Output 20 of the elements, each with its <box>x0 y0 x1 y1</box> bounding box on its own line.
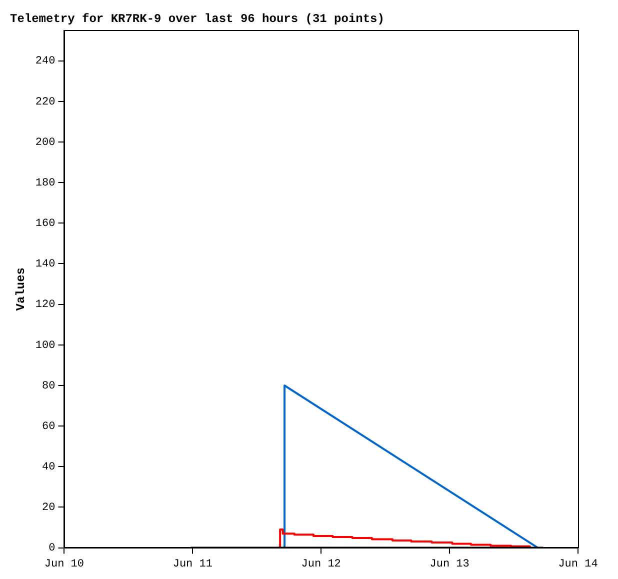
y-tick-label: 120 <box>35 299 56 312</box>
y-tick-label: 0 <box>48 542 56 555</box>
x-tick-label: Jun 11 <box>172 558 213 570</box>
y-tick-label: 140 <box>35 258 56 271</box>
x-tick-label: Jun 12 <box>301 558 341 570</box>
y-tick-label: 80 <box>42 380 56 392</box>
chart-title: Telemetry for KR7RK-9 over last 96 hours (31 points) <box>10 12 384 26</box>
y-tick-label: 100 <box>35 340 56 352</box>
y-tick-label: 60 <box>42 420 56 433</box>
y-tick-label: 220 <box>35 96 56 108</box>
y-tick-label: 240 <box>35 56 56 68</box>
y-tick-label: 160 <box>35 218 56 230</box>
y-axis-title: Values <box>14 267 28 311</box>
y-tick-label: 40 <box>42 462 56 474</box>
y-tick-label: 20 <box>42 502 56 514</box>
y-tick-label: 180 <box>35 177 56 190</box>
y-tick-label: 200 <box>35 136 56 149</box>
x-tick-label: Jun 13 <box>430 558 470 570</box>
x-tick-label: Jun 10 <box>44 558 84 570</box>
x-tick-label: Jun 14 <box>558 558 598 570</box>
